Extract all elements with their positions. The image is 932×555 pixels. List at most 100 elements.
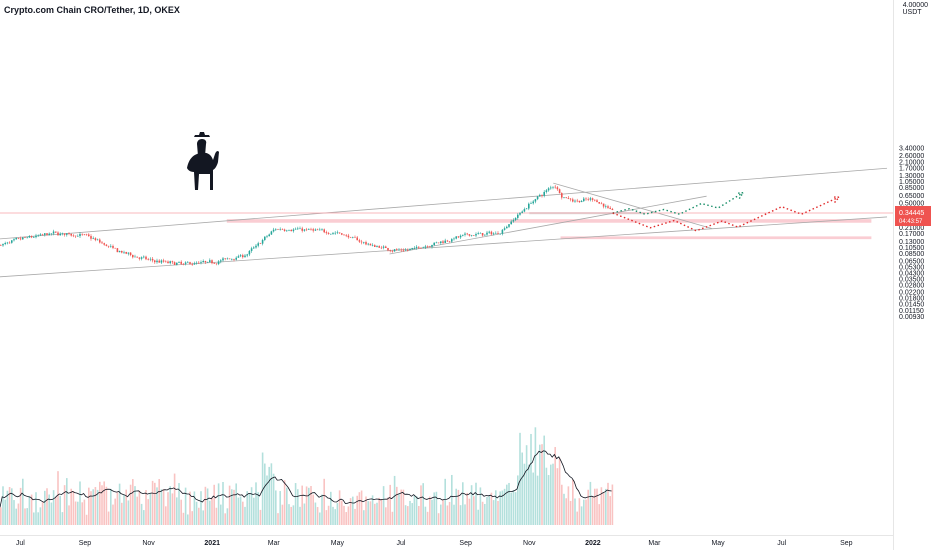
volume-bar (308, 487, 310, 525)
volume-bar (440, 504, 442, 525)
candle-body (286, 230, 288, 232)
y-tick-label: 0.13000 (899, 239, 924, 246)
volume-bar (105, 486, 108, 525)
volume-bar (28, 495, 31, 525)
candle-body (607, 206, 609, 208)
volume-bar (385, 507, 387, 525)
candle-body (358, 240, 361, 242)
candle-body (464, 233, 466, 235)
candle-body (202, 261, 204, 263)
candle-body (503, 228, 506, 230)
volume-bar (59, 495, 61, 525)
volume-bar (501, 490, 504, 525)
volume-bar (448, 501, 451, 525)
candle-body (110, 245, 112, 247)
volume-bar (398, 494, 400, 525)
volume-bar (602, 492, 605, 525)
volume-bar (162, 489, 165, 525)
volume-bar (70, 488, 72, 525)
candle-body (305, 229, 308, 231)
volume-bar (347, 506, 350, 525)
scenario-arrowhead (832, 196, 841, 203)
candle-body (167, 261, 169, 264)
y-tick-label: 0.05300 (899, 264, 924, 271)
x-tick-label: Nov (523, 540, 536, 547)
volume-bar (499, 491, 501, 525)
candle-body (442, 241, 444, 243)
candle-body (446, 240, 449, 242)
candle-body (28, 236, 31, 238)
candle-body (297, 228, 299, 230)
volume-bar (101, 485, 103, 525)
volume-bar (297, 489, 299, 525)
volume-bar (319, 512, 321, 525)
scenario-path-green (612, 192, 744, 215)
volume-bar (479, 487, 482, 525)
candle-body (334, 232, 336, 234)
candle-body (402, 250, 405, 251)
volume-bar (367, 501, 369, 525)
candle-body (149, 258, 152, 260)
candle-body (530, 203, 532, 204)
candle-body (444, 240, 446, 243)
candle-body (365, 242, 367, 245)
candle-body (550, 187, 552, 189)
volume-bar (171, 493, 174, 525)
candle-body (237, 256, 240, 258)
volume-bar (431, 499, 433, 525)
candle-body (481, 233, 484, 236)
volume-bar (0, 507, 2, 525)
candle-body (398, 249, 400, 251)
volume-bar (81, 502, 83, 525)
candle-body (272, 229, 275, 232)
volume-bar (211, 498, 213, 525)
volume-bar (371, 495, 374, 525)
volume-bar (272, 473, 275, 525)
candle-body (352, 237, 354, 238)
volume-bar (222, 482, 224, 525)
candle-body (578, 200, 581, 203)
volume-bar (112, 504, 114, 525)
volume-bar (72, 491, 75, 525)
candle-body (539, 195, 541, 197)
volume-bar (323, 478, 325, 525)
scenario-arrowhead (736, 191, 745, 199)
candle-body (189, 262, 191, 264)
candle-body (347, 235, 350, 238)
candle-body (112, 245, 114, 248)
y-tick-label: 3.40000 (899, 146, 924, 153)
volume-bar (363, 510, 365, 525)
candle-body (411, 247, 413, 249)
candle-body (437, 242, 440, 244)
volume-bar (191, 511, 193, 525)
volume-bar (585, 499, 587, 525)
volume-bar (418, 505, 420, 525)
y-tick-label: 0.01150 (899, 308, 924, 315)
candle-body (136, 256, 138, 258)
candle-body (594, 199, 596, 201)
volume-bar (277, 513, 279, 525)
volume-bar (594, 488, 596, 525)
volume-bar (521, 452, 523, 525)
volume-bar (338, 490, 341, 525)
candle-body (72, 235, 75, 237)
volume-bar (116, 492, 119, 525)
y-tick-label: 0.01450 (899, 302, 924, 309)
candle-body (118, 250, 121, 253)
x-tick-label: Mar (648, 540, 661, 547)
y-tick-label: 1.70000 (899, 165, 924, 172)
candle-body (173, 262, 176, 265)
volume-bar (99, 481, 101, 525)
candle-body (545, 190, 548, 192)
candle-body (169, 261, 171, 264)
candle-body (200, 262, 202, 263)
volume-bar (257, 492, 259, 525)
candle-body (162, 260, 165, 262)
candle-body (393, 249, 396, 252)
candle-body (198, 262, 200, 264)
scenario-path-red (612, 196, 840, 232)
volume-bar (35, 492, 37, 525)
volume-bar (550, 464, 552, 525)
